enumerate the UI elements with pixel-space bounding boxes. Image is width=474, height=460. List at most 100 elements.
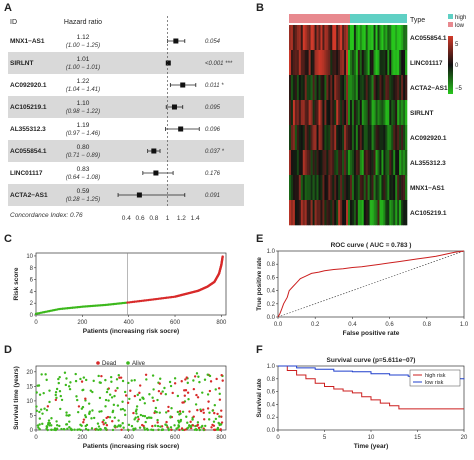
forest-gene-label: AC105219.1 [10, 104, 47, 111]
heatmap-cell [375, 175, 378, 201]
alive-point [156, 424, 160, 428]
risk-point [141, 299, 145, 302]
dead-point [202, 411, 205, 414]
heatmap-cell [332, 25, 335, 51]
forest-gene-label: LINC01117 [10, 170, 43, 177]
alive-point [89, 389, 92, 392]
heatmap-cell [290, 200, 294, 226]
heatmap-gene-label: AC092920.1 [410, 135, 447, 142]
x-tick-label: 0 [34, 320, 38, 326]
heatmap-cell [346, 75, 349, 101]
heatmap-gene-label: AC055854.1 [410, 35, 447, 42]
alive-point [76, 398, 79, 402]
heatmap-cell [348, 200, 351, 226]
heatmap-cell [332, 200, 335, 226]
heatmap-cell [328, 175, 331, 201]
dead-point [171, 391, 174, 395]
heatmap-cell [330, 125, 333, 151]
heatmap-cell [373, 75, 376, 101]
dead-point [220, 409, 223, 412]
heatmap-cell [399, 25, 402, 51]
heatmap-cell [349, 125, 353, 151]
heatmap-cell [296, 125, 300, 151]
alive-point [82, 388, 85, 392]
alive-point [195, 428, 198, 432]
heatmap-cell [338, 75, 341, 101]
forest-estimate-point [151, 148, 157, 154]
heatmap-cell [389, 25, 392, 51]
heatmap-cell [316, 175, 319, 201]
heatmap-cell [316, 125, 319, 151]
heatmap-cell [387, 50, 390, 76]
color-scale-bar [448, 36, 453, 94]
heatmap-cell [314, 50, 317, 76]
heatmap-cell [397, 175, 400, 201]
heatmap-cell [318, 100, 321, 126]
heatmap-cell [379, 175, 382, 201]
alive-point [104, 427, 107, 430]
alive-point [88, 412, 91, 416]
heatmap-cell [314, 75, 317, 101]
forest-gene-label: ACTA2−AS1 [10, 192, 48, 199]
heatmap-cell [361, 150, 365, 176]
alive-point [84, 424, 87, 428]
heatmap-cell [306, 100, 309, 126]
heatmap-cell [381, 25, 384, 51]
risk-point [221, 255, 224, 258]
alive-point [90, 417, 93, 420]
heatmap-cell [385, 150, 388, 176]
heatmap-cell [359, 175, 363, 201]
chart-title: Survival curve (p=5.611e−07) [327, 357, 416, 364]
concordance-index: Concordance Index: 0.76 [10, 212, 83, 219]
forest-tick-label: 1.2 [177, 215, 186, 222]
alive-point [97, 374, 100, 378]
heatmap-cell [365, 125, 368, 151]
heatmap-cell [322, 175, 325, 201]
heatmap-cell [349, 50, 353, 76]
alive-point [142, 397, 145, 401]
forest-ci-value: (1.04 − 1.41) [66, 87, 100, 93]
km-chart: 0 5 10 15 20 0.0 0.2 0.4 0.6 0.8 1.0 Time (year) Sur… [256, 357, 468, 450]
dead-point [220, 415, 223, 418]
dead-point [215, 377, 218, 381]
risk-point [135, 300, 138, 303]
forest-estimate-point [153, 170, 159, 176]
heatmap-cell [326, 25, 329, 51]
heatmap-cell [346, 50, 349, 76]
heatmap-cell [361, 50, 365, 76]
plot-frame [35, 252, 227, 316]
alive-point [111, 428, 115, 432]
alive-point [130, 379, 133, 382]
alive-point [132, 428, 135, 432]
heatmap-cell [326, 200, 329, 226]
alive-point [48, 400, 51, 404]
heatmap-cell [298, 175, 302, 201]
alive-point [104, 405, 107, 408]
x-tick-label: 600 [170, 320, 181, 326]
alive-point [144, 420, 147, 424]
heatmap-cell [292, 200, 296, 226]
heatmap-cell [320, 125, 323, 151]
alive-point [99, 428, 103, 431]
heatmap-cell [324, 75, 327, 101]
forest-gene-label: AL355312.3 [10, 126, 46, 133]
dead-point [157, 389, 161, 393]
alive-point [76, 428, 79, 431]
alive-point [115, 378, 119, 381]
heatmap-cell [336, 200, 339, 226]
heatmap-cell [363, 50, 366, 76]
heatmap-cell [361, 125, 365, 151]
alive-point [154, 424, 157, 427]
heatmap-cell [294, 50, 298, 76]
heatmap-cell [385, 50, 388, 76]
heatmap-cell [304, 50, 307, 76]
heatmap-cell [361, 200, 365, 226]
heatmap-cell [318, 125, 321, 151]
heatmap-cell [395, 150, 398, 176]
alive-point [41, 412, 44, 415]
heatmap-cell [399, 150, 402, 176]
alive-point [80, 407, 84, 410]
heatmap-cell [381, 50, 384, 76]
heatmap-cell [365, 50, 368, 76]
forest-hr-value: 1.22 [77, 78, 90, 85]
